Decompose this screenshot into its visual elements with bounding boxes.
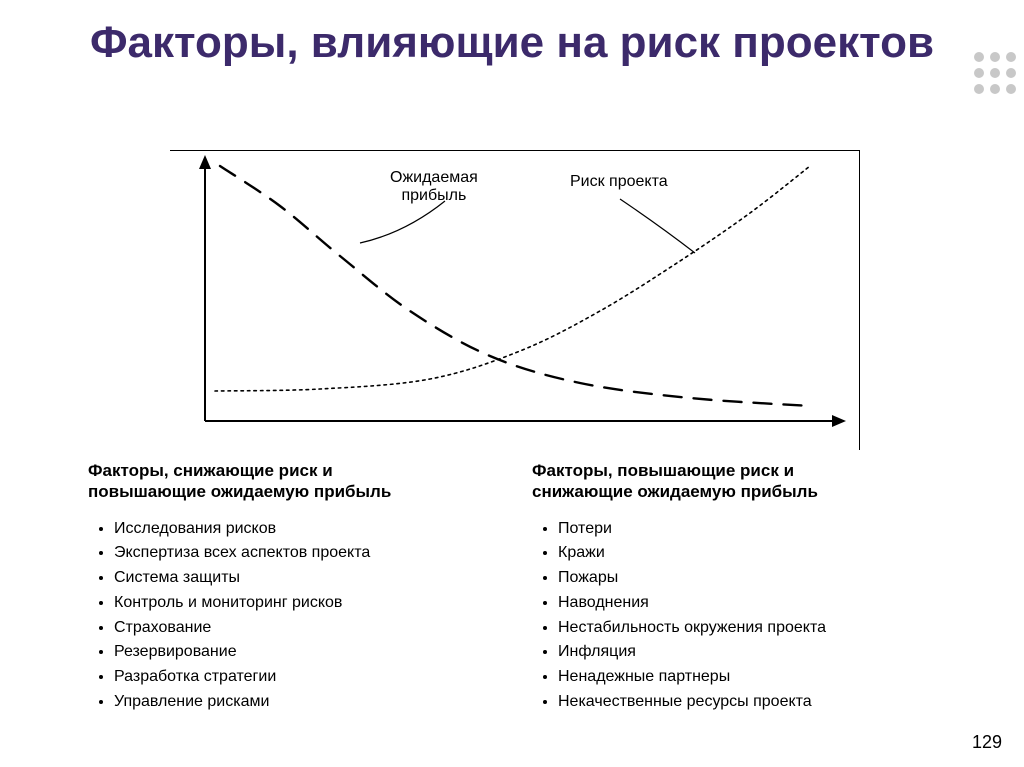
column-title: Факторы, снижающие риск и повышающие ожи…	[88, 460, 504, 503]
list-item: Наводнения	[558, 591, 948, 616]
risk-profit-chart	[170, 151, 860, 451]
list-item: Резервирование	[114, 640, 504, 665]
list-item: Исследования рисков	[114, 517, 504, 542]
list-item: Нестабильность окружения проекта	[558, 616, 948, 641]
factor-columns: Факторы, снижающие риск и повышающие ожи…	[88, 460, 948, 715]
page-title: Факторы, влияющие на риск проектов	[0, 0, 1024, 69]
list-item: Управление рисками	[114, 690, 504, 715]
list-item: Контроль и мониторинг рисков	[114, 591, 504, 616]
list-item: Система защиты	[114, 566, 504, 591]
decorative-dots	[974, 52, 1016, 94]
list-item: Разработка стратегии	[114, 665, 504, 690]
list-item: Страхование	[114, 616, 504, 641]
chart-container: Ожидаемая прибыль Риск проекта	[170, 150, 860, 450]
curve-label-risk: Риск проекта	[570, 173, 668, 191]
factor-list: Исследования рисковЭкспертиза всех аспек…	[88, 517, 504, 715]
column-title: Факторы, повышающие риск и снижающие ожи…	[532, 460, 948, 503]
column-increase-risk: Факторы, повышающие риск и снижающие ожи…	[532, 460, 948, 715]
list-item: Пожары	[558, 566, 948, 591]
list-item: Экспертиза всех аспектов проекта	[114, 541, 504, 566]
list-item: Инфляция	[558, 640, 948, 665]
curve-label-profit: Ожидаемая прибыль	[390, 169, 478, 206]
list-item: Кражи	[558, 541, 948, 566]
factor-list: ПотериКражиПожарыНаводненияНестабильност…	[532, 517, 948, 715]
column-reduce-risk: Факторы, снижающие риск и повышающие ожи…	[88, 460, 504, 715]
list-item: Некачественные ресурсы проекта	[558, 690, 948, 715]
page-number: 129	[972, 732, 1002, 753]
list-item: Ненадежные партнеры	[558, 665, 948, 690]
list-item: Потери	[558, 517, 948, 542]
